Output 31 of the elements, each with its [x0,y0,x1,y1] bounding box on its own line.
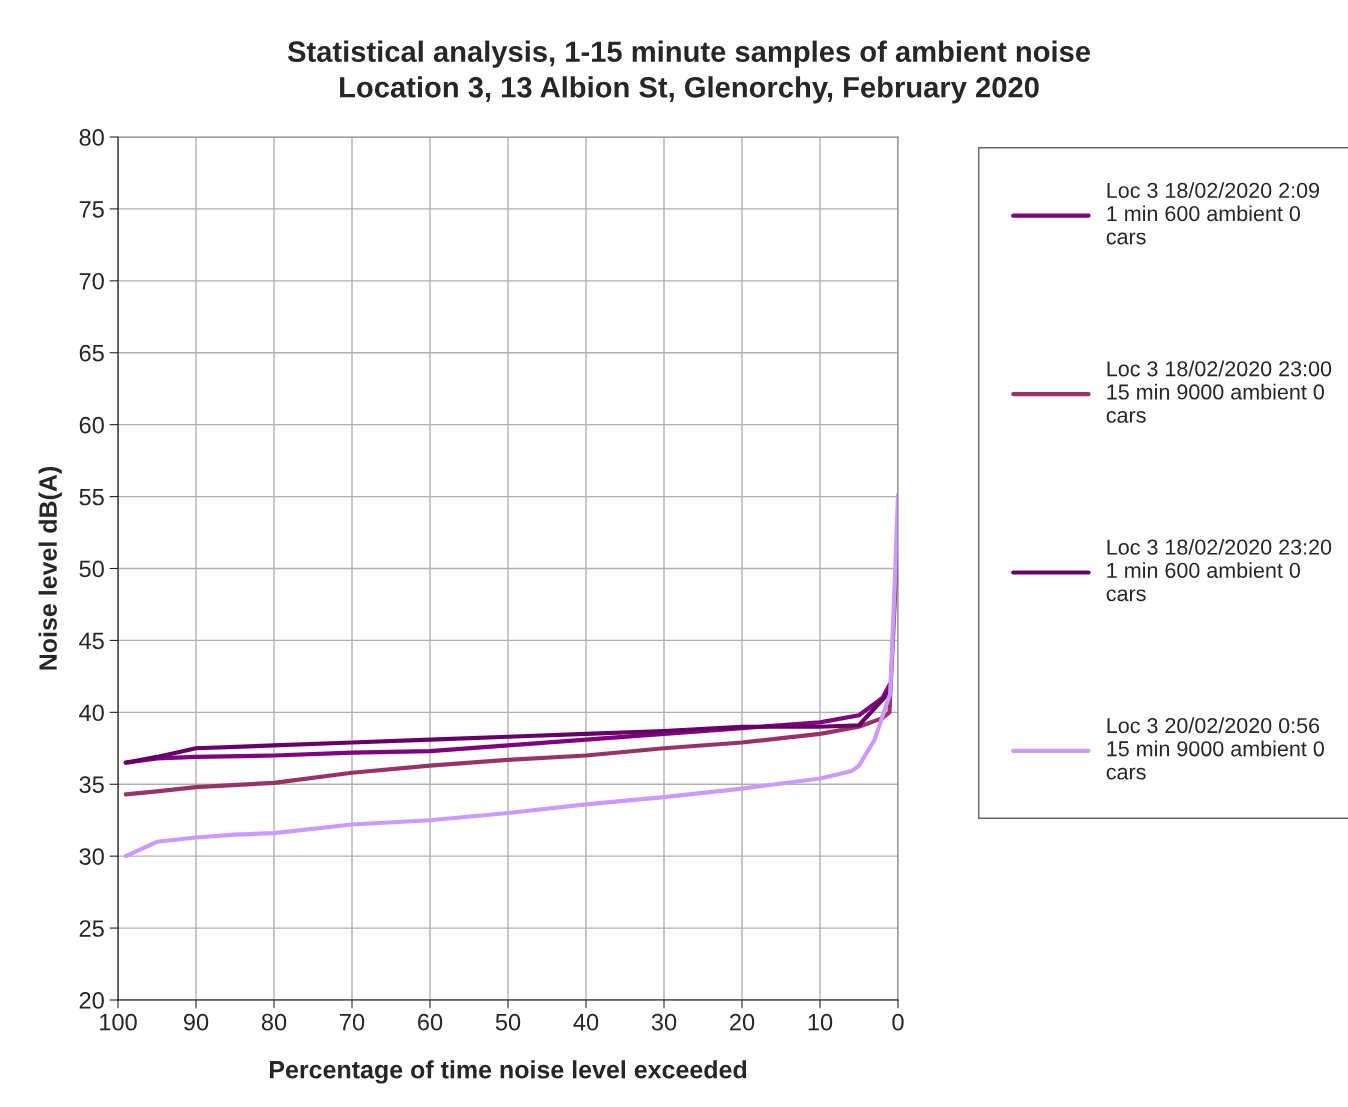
x-tick-label: 30 [651,1013,677,1031]
y-tick-label: 20 [79,992,104,1009]
y-axis-title: Noise level dB(A) [38,466,62,670]
chart-title: Statistical analysis, 1-15 minute samples of ambient noise Location 3, 13 Albion St, Glenorchy, February 2020 [287,40,1091,104]
legend-label: Loc 3 18/02/2020 23:20 1 min 600 ambient 0 cars [1106,538,1332,602]
x-tick-label: 90 [183,1013,209,1031]
x-tick-label: 20 [730,1013,755,1031]
x-tick-label: 10 [808,1013,833,1031]
x-tick-label: 0 [892,1013,904,1031]
legend-label: Loc 3 18/02/2020 2:09 1 min 600 ambient 0 cars [1106,182,1320,245]
x-tick-label: 60 [418,1013,443,1031]
y-tick-label: 55 [79,488,104,506]
y-tick-label: 75 [79,201,104,218]
y-tick-label: 30 [79,848,104,865]
y-tick-label: 25 [79,920,104,937]
y-tick-label: 70 [79,272,104,290]
x-tick-label: 80 [261,1013,287,1031]
y-tick-label: 45 [79,632,104,650]
x-tick-label: 40 [573,1013,599,1031]
x-axis-title: Percentage of time noise level exceeded [270,1060,747,1084]
y-tick-label: 80 [79,129,104,146]
y-tick-label: 50 [79,560,104,578]
y-tick-label: 60 [79,416,104,434]
legend-label: Loc 3 20/02/2020 0:56 15 min 9000 ambient 0 cars [1106,717,1324,780]
x-tick-label: 70 [340,1013,365,1031]
x-tick-label: 50 [495,1013,521,1031]
y-tick-label: 35 [79,776,104,794]
x-tick-label: 100 [100,1013,137,1031]
legend-label: Loc 3 18/02/2020 23:00 15 min 9000 ambient 0 cars [1106,360,1332,423]
y-tick-label: 40 [79,704,104,722]
y-tick-label: 65 [79,344,104,362]
